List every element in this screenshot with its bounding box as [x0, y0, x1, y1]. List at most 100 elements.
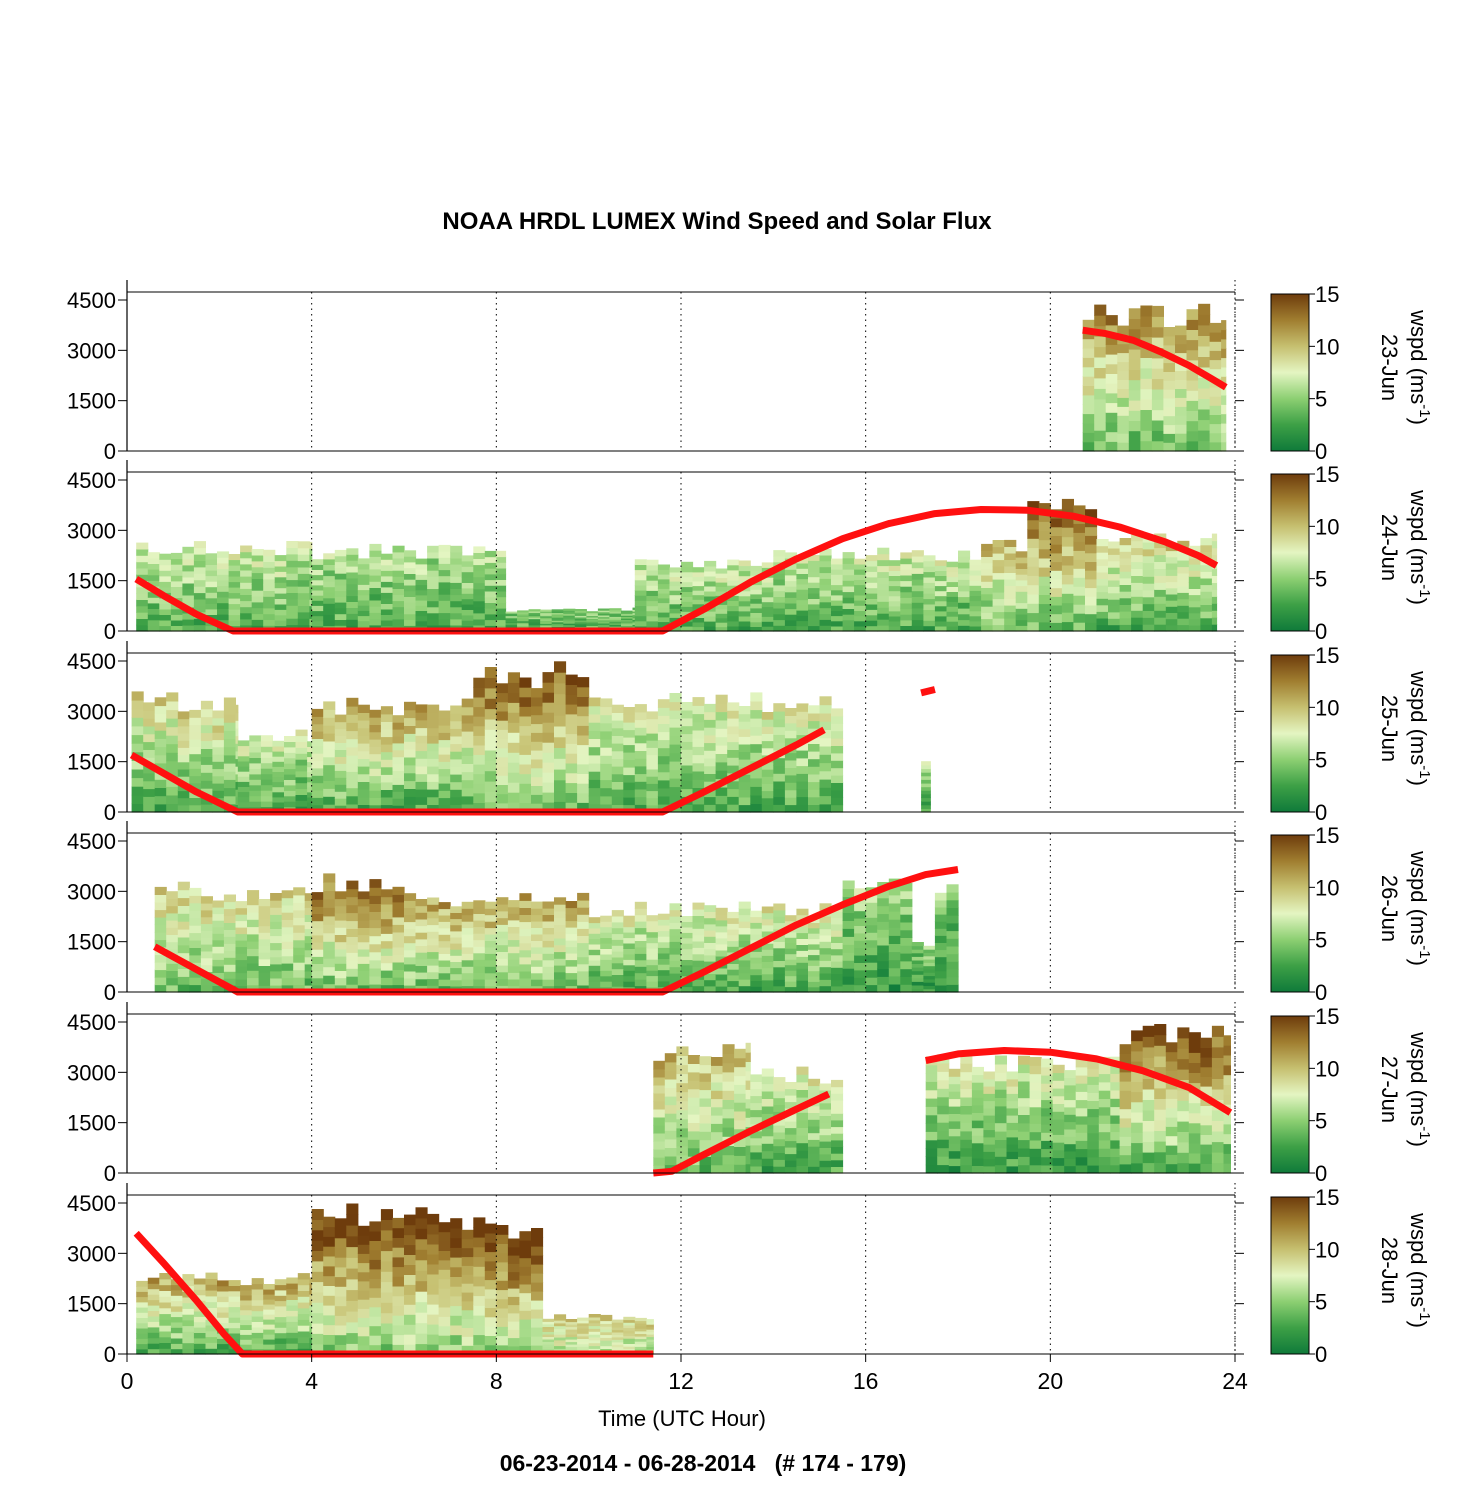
heatmap-cell	[427, 1263, 440, 1275]
heatmap-cell	[540, 615, 553, 618]
heatmap-cell	[450, 720, 463, 729]
heatmap-cell	[623, 744, 636, 753]
heatmap-cell	[1105, 392, 1118, 404]
heatmap-cell	[704, 788, 717, 798]
heatmap-cell	[1027, 510, 1040, 521]
heatmap-cell	[704, 961, 717, 968]
heatmap-cell	[1096, 539, 1109, 547]
heatmap-cell	[154, 787, 167, 797]
heatmap-cell	[293, 894, 306, 903]
heatmap-cell	[415, 788, 428, 798]
heatmap-cell	[404, 764, 417, 774]
heatmap-cell	[1142, 555, 1155, 564]
heatmap-cell	[586, 612, 599, 615]
heatmap-cell	[831, 1146, 844, 1154]
heatmap-cell	[983, 1086, 996, 1094]
heatmap-cell	[1052, 1095, 1065, 1104]
heatmap-cell	[217, 1280, 230, 1287]
heatmap-cell	[808, 705, 821, 714]
heatmap-cell	[911, 942, 924, 947]
heatmap-cell	[600, 942, 613, 949]
heatmap-cell	[228, 570, 241, 577]
heatmap-cell	[657, 739, 670, 749]
heatmap-cell	[773, 1097, 786, 1106]
heatmap-cell	[189, 954, 202, 963]
heatmap-cell	[193, 1343, 206, 1350]
heatmap-cell	[597, 616, 610, 619]
heatmap-cell	[646, 1329, 654, 1333]
heatmap-cell	[1154, 575, 1167, 583]
heatmap-cell	[842, 936, 855, 945]
heatmap-cell	[715, 622, 728, 628]
heatmap-cell	[415, 569, 428, 575]
heatmap-cell	[819, 754, 832, 764]
heatmap-cell	[554, 978, 567, 986]
heatmap-cell	[634, 735, 647, 744]
heatmap-cell	[237, 776, 250, 782]
heatmap-cell	[923, 571, 936, 578]
heatmap-cell	[217, 562, 230, 570]
heatmap-cell	[888, 951, 901, 961]
heatmap-cell	[473, 792, 486, 803]
heatmap-cell	[427, 588, 440, 596]
heatmap-cell	[1175, 424, 1188, 434]
heatmap-cell	[311, 1333, 324, 1345]
heatmap-cell	[609, 608, 622, 611]
heatmap-cell	[1038, 512, 1051, 522]
heatmap-cell	[404, 619, 417, 626]
heatmap-cell	[796, 1150, 809, 1159]
heatmap-cell	[461, 1309, 474, 1320]
heatmap-cell	[577, 970, 590, 979]
heatmap-cell	[1094, 377, 1107, 389]
heatmap-cell	[461, 582, 474, 589]
heatmap-cell	[865, 625, 878, 632]
heatmap-cell	[900, 608, 913, 615]
heatmap-cell	[281, 955, 294, 964]
heatmap-cell	[750, 1166, 763, 1174]
heatmap-cell	[205, 1301, 218, 1308]
heatmap-cell	[484, 901, 497, 909]
heatmap-cell	[727, 969, 740, 976]
heatmap-cell	[286, 592, 299, 600]
data-segment	[588, 901, 844, 993]
heatmap-cell	[1094, 346, 1107, 358]
heatmap-cell	[473, 1227, 486, 1238]
heatmap-cell	[1050, 613, 1063, 623]
heatmap-cell	[1073, 541, 1086, 551]
heatmap-cell	[1188, 564, 1201, 571]
heatmap-cell	[1041, 1132, 1054, 1141]
heatmap-cell	[182, 619, 195, 626]
heatmap-cell	[323, 564, 336, 571]
heatmap-cell	[1087, 1124, 1100, 1134]
heatmap-cell	[228, 1301, 241, 1308]
heatmap-cell	[531, 940, 544, 948]
heatmap-cell	[946, 930, 959, 939]
heatmap-cell	[484, 972, 497, 980]
heatmap-cell	[711, 1098, 724, 1108]
colorbar-tick-label: 15	[1315, 643, 1339, 668]
heatmap-cell	[297, 1302, 310, 1309]
heatmap-cell	[334, 798, 347, 806]
heatmap-cell	[531, 1264, 544, 1274]
heatmap-cell	[676, 1064, 689, 1075]
heatmap-cell	[669, 572, 682, 578]
heatmap-cell	[1119, 584, 1132, 592]
heatmap-cell	[934, 580, 947, 587]
heatmap-cell	[888, 605, 901, 612]
heatmap-cell	[240, 576, 253, 583]
heatmap-cell	[438, 581, 451, 589]
heatmap-cell	[334, 905, 347, 914]
heatmap-cell	[623, 981, 636, 988]
heatmap-cell	[750, 910, 763, 918]
heatmap-cell	[496, 793, 509, 804]
heatmap-cell	[586, 616, 599, 619]
heatmap-cell	[1154, 1162, 1167, 1174]
heatmap-cell	[346, 976, 359, 985]
heatmap-cell	[586, 622, 599, 625]
heatmap-cell	[473, 773, 486, 784]
heatmap-cell	[761, 601, 774, 608]
heatmap-cell	[669, 603, 682, 609]
heatmap-cell	[609, 613, 622, 616]
heatmap-cell	[284, 768, 297, 775]
heatmap-cell	[1029, 1081, 1042, 1091]
